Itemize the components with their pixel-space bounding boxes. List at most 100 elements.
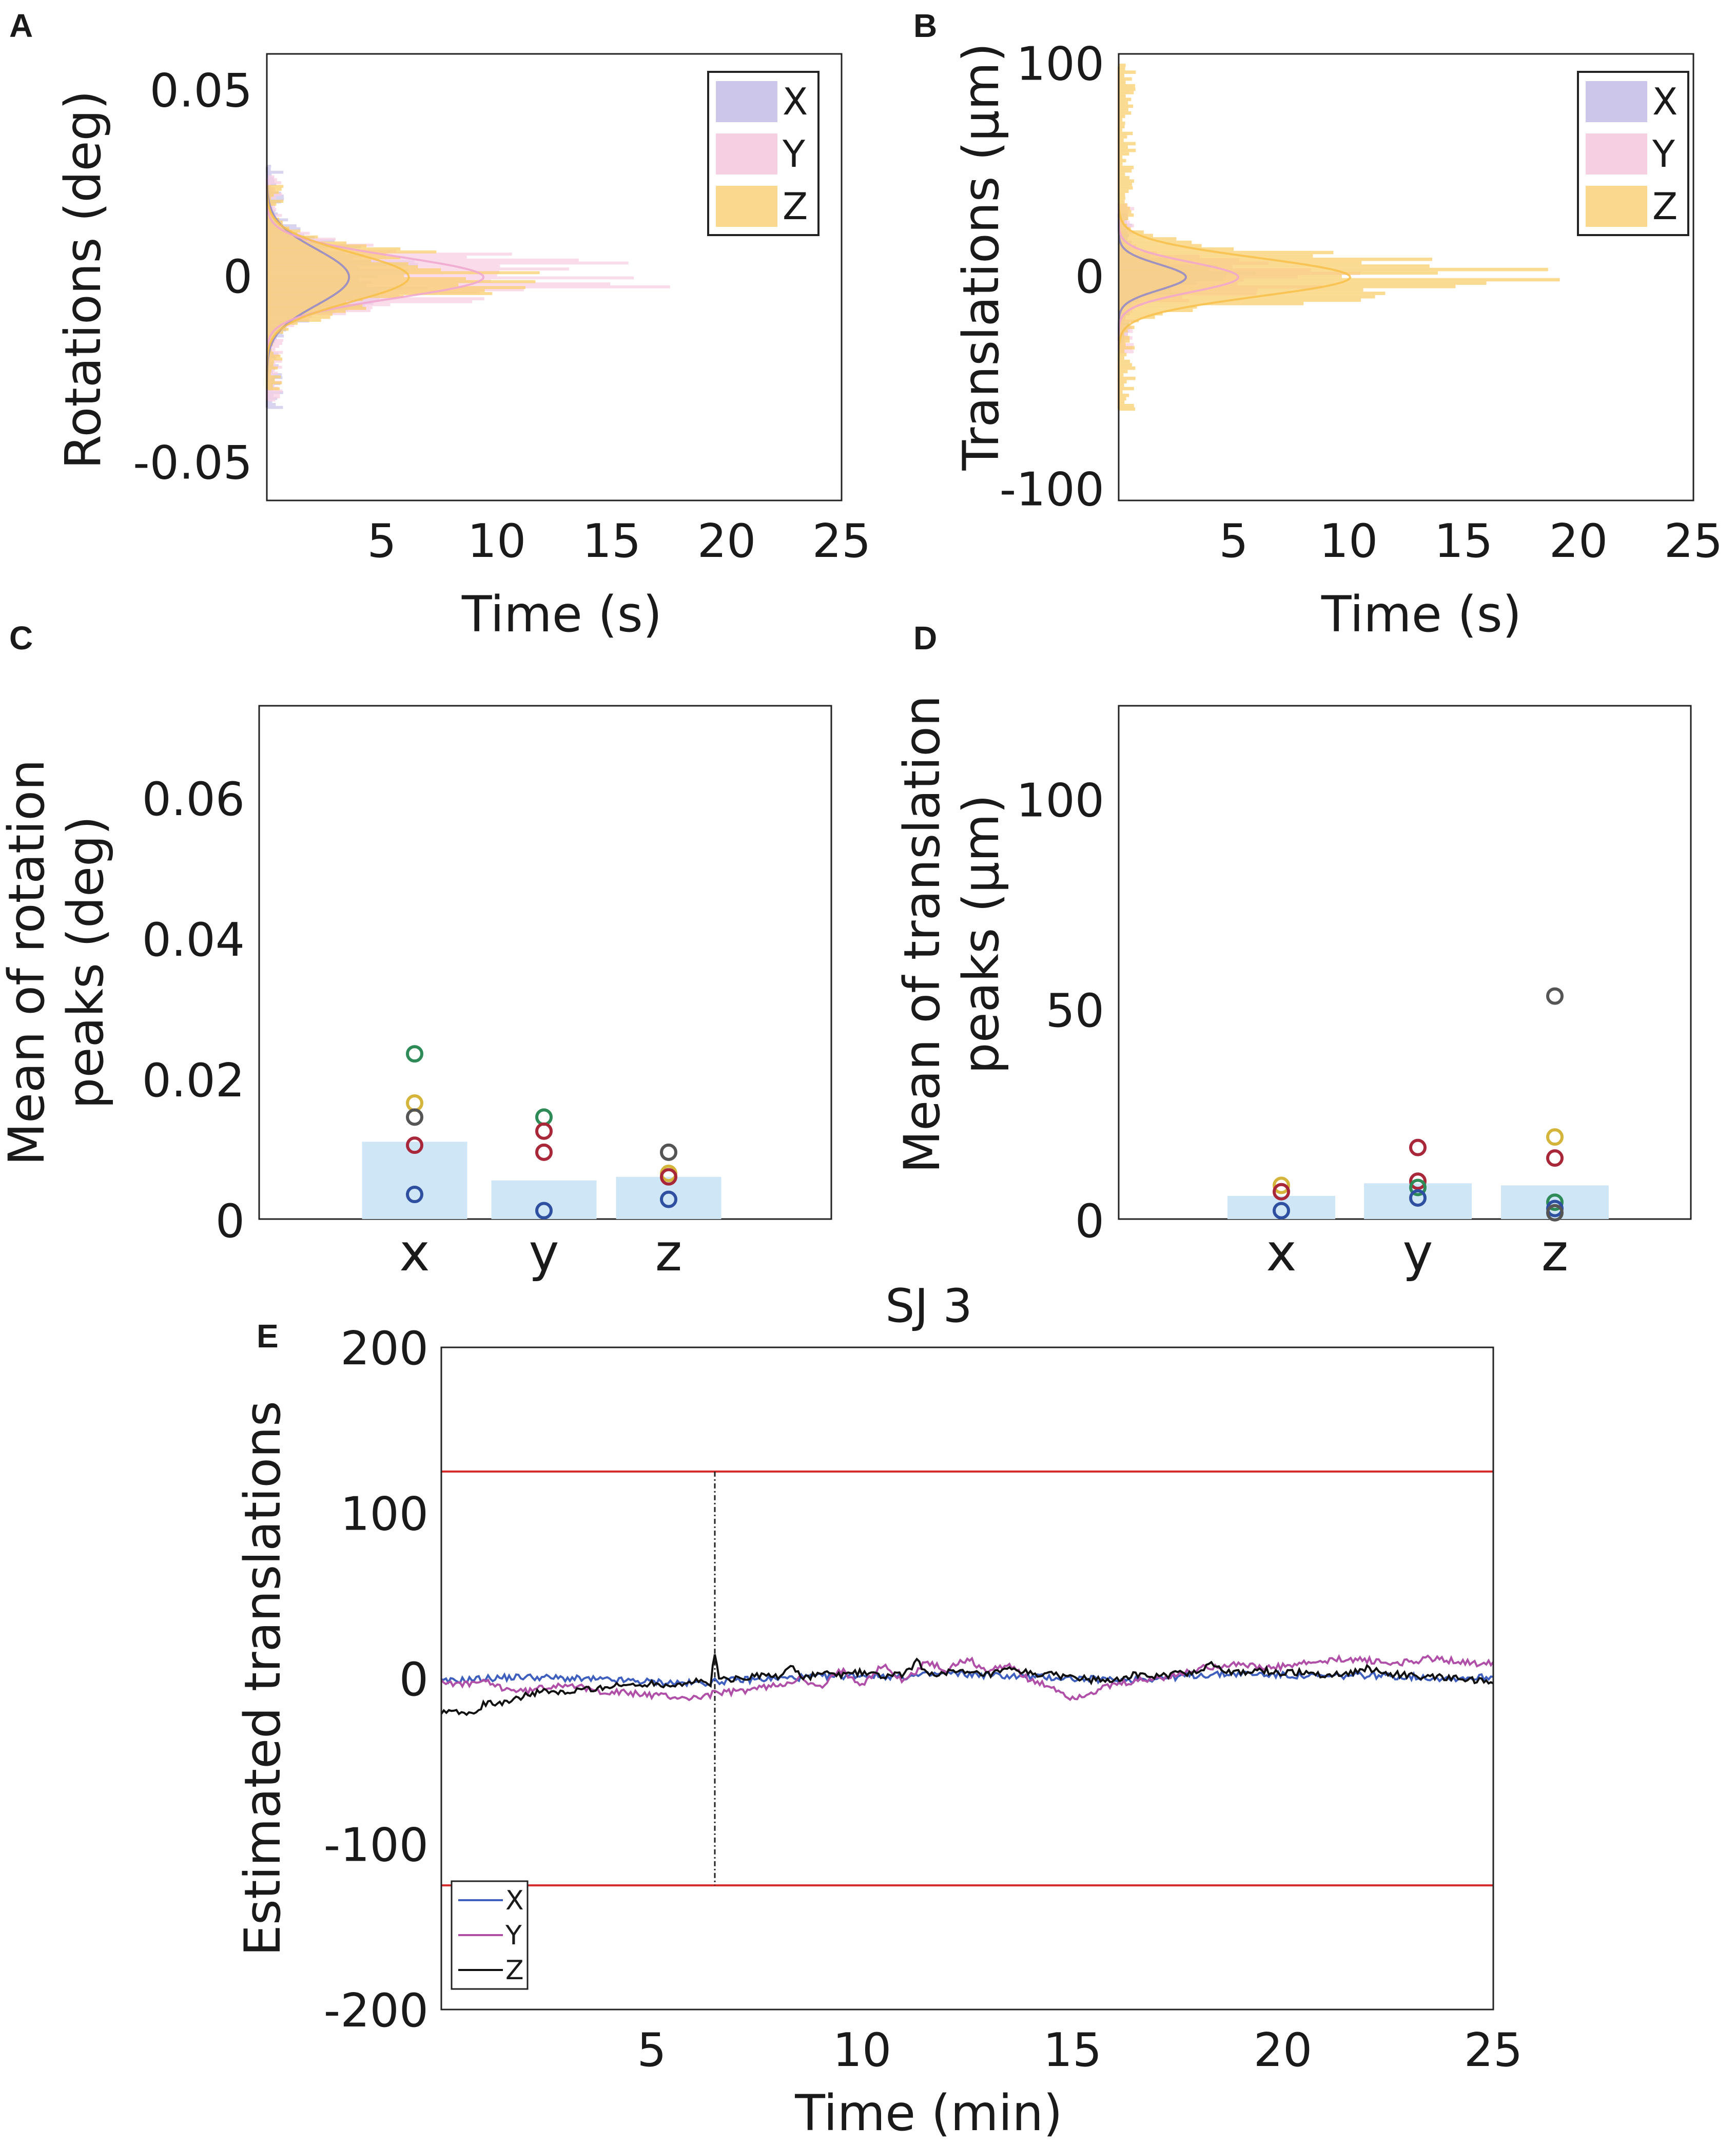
panel-d-translation-peaks: 0 50 100 x y z Mean of translation peaks (µm… <box>893 695 1692 1283</box>
panel-a-bin-z <box>267 220 283 224</box>
panel-a-legend-swatch-y <box>716 133 777 175</box>
panel-a-bin-z <box>267 280 536 283</box>
panel-e-x-tick-label: 5 <box>637 2023 666 2077</box>
panel-letter-c: C <box>9 620 33 656</box>
panel-b-bin-z <box>1119 148 1136 152</box>
panel-b-bin-z <box>1119 159 1126 163</box>
panel-b-bin-z <box>1119 400 1125 404</box>
panel-b-bin-z <box>1119 108 1128 111</box>
panel-c-y-label-line1: Mean of rotation <box>0 759 55 1166</box>
panel-b-bin-z <box>1119 104 1134 108</box>
panel-a-bin-y <box>267 389 283 393</box>
panel-a-x-tick-label: 10 <box>467 514 526 568</box>
panel-d-axes-box <box>1118 705 1692 1220</box>
panel-c-rotation-peaks: 0 0.02 0.04 0.06 x y z Mean of rotation peaks… <box>0 705 832 1283</box>
panel-a-x-ticks: 5 10 15 20 25 <box>367 514 871 568</box>
panel-b-bin-z <box>1119 407 1136 411</box>
panel-d-point <box>1546 987 1564 1005</box>
panel-a-bin-z <box>267 274 404 277</box>
panel-c-y-tick-label: 0.02 <box>142 1054 245 1108</box>
panel-a-bin-z <box>267 378 275 381</box>
panel-b-bin-z <box>1119 403 1134 408</box>
panel-a-bin-z <box>267 352 274 355</box>
panel-c-bars <box>362 1142 721 1219</box>
panel-b-bin-y <box>1119 343 1134 347</box>
panel-d-y-ticks: 0 50 100 <box>1016 774 1104 1248</box>
panel-b-bin-z <box>1119 152 1129 156</box>
panel-a-bin-z <box>267 218 280 221</box>
panel-c-point <box>660 1190 677 1208</box>
panel-a-bin-y <box>267 372 278 375</box>
panel-b-bin-z <box>1119 179 1134 183</box>
panel-b-legend-swatch-z <box>1586 186 1647 227</box>
panel-c-point <box>660 1168 677 1186</box>
panel-c-point <box>535 1143 553 1161</box>
panel-c-y-tick-label: 0.06 <box>142 772 245 826</box>
panel-b-bin-z <box>1119 121 1125 125</box>
panel-c-points <box>406 1045 677 1220</box>
panel-b-x-tick-label: 15 <box>1434 514 1493 568</box>
panel-e-legend: X Y Z <box>451 1880 529 1990</box>
panel-a-bin-z <box>267 363 274 366</box>
panel-b-bin-z <box>1119 366 1136 370</box>
panel-a-legend-label-z: Z <box>783 185 808 228</box>
panel-a-bin-z <box>267 372 271 376</box>
panel-b-bin-z <box>1119 210 1132 214</box>
panel-b-bin-z <box>1119 94 1126 98</box>
panel-a-bin-z <box>267 268 441 272</box>
panel-d-point <box>1546 1149 1564 1167</box>
panel-a-bin-z <box>267 369 271 373</box>
panel-b-bin-z <box>1119 111 1132 115</box>
panel-b-bin-z <box>1119 81 1126 84</box>
panel-c-y-tick-label: 0.04 <box>142 913 245 967</box>
panel-a-bin-z <box>267 354 281 358</box>
panel-a-rotation-histogram: 0.05 0 -0.05 5 10 15 20 25 Time (s) Rotations … <box>54 53 871 643</box>
panel-a-bin-y <box>267 344 280 348</box>
panel-b-bin-z <box>1119 162 1123 166</box>
panel-b-bin-z <box>1119 98 1132 101</box>
panel-a-bin-z <box>267 366 278 370</box>
panel-a-bin-y <box>267 175 275 179</box>
panel-b-bin-z <box>1119 128 1123 132</box>
panel-a-x-tick-label: 5 <box>367 514 396 568</box>
panel-e-y-tick-label: -200 <box>324 1984 428 2038</box>
panel-a-bin-z <box>267 203 277 206</box>
panel-a-bin-z <box>267 244 367 247</box>
panel-b-bin-z <box>1119 70 1136 74</box>
panel-b-bin-z <box>1119 376 1136 380</box>
panel-b-bin-z <box>1119 305 1197 309</box>
panel-e-plot-area <box>440 1470 1494 1887</box>
panel-a-x-label: Time (s) <box>461 586 662 643</box>
panel-b-bin-z <box>1119 275 1342 278</box>
panel-a-bin-z <box>267 188 282 191</box>
panel-b-bin-z <box>1119 271 1438 275</box>
panel-b-bin-z <box>1119 131 1133 136</box>
panel-d-point <box>1546 1193 1564 1211</box>
panel-e-legend-label-z: Z <box>505 1955 524 1986</box>
panel-b-axes-box <box>1118 53 1694 501</box>
panel-b-bin-z <box>1119 183 1132 186</box>
panel-b-bin-z <box>1119 359 1130 363</box>
panel-b-bin-z <box>1119 336 1130 339</box>
panel-d-y-label-line2: peaks (µm) <box>952 795 1010 1074</box>
panel-a-axes-box <box>266 53 843 501</box>
panel-b-bin-z <box>1119 196 1125 200</box>
panel-b-bin-z <box>1119 91 1134 94</box>
panel-b-histogram-bars <box>1118 64 1560 411</box>
panel-a-bin-y <box>267 359 282 363</box>
panel-a-bin-z <box>267 262 408 265</box>
panel-c-y-tick-label: 0 <box>216 1194 245 1248</box>
panel-b-bin-z <box>1119 200 1125 203</box>
panel-e-legend-label-x: X <box>505 1885 524 1916</box>
panel-a-bin-y <box>267 398 276 402</box>
panel-d-category-labels: x y z <box>1266 1223 1568 1283</box>
panel-e-y-label: Estimated translations <box>234 1401 291 1956</box>
panel-c-point <box>406 1108 423 1126</box>
panel-a-bin-y <box>267 178 277 181</box>
panel-e-estimated-translations: SJ 3 200 100 0 -100 -200 5 10 15 20 25 Time (min… <box>234 1279 1523 2142</box>
panel-b-y-tick-label: 100 <box>1016 37 1104 91</box>
panel-b-bin-z <box>1119 292 1386 295</box>
panel-b-bin-z <box>1119 87 1136 91</box>
panel-e-x-tick-label: 10 <box>833 2023 892 2077</box>
panel-e-y-tick-label: 100 <box>340 1488 428 1541</box>
